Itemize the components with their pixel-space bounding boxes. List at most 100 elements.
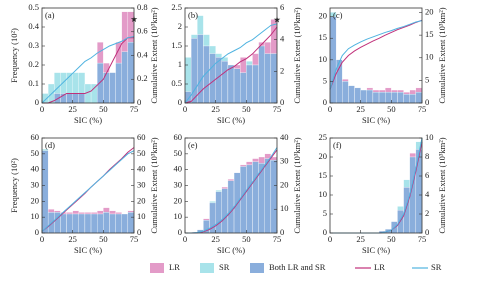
y-tick-label: 0	[35, 97, 39, 107]
extent-line	[41, 36, 135, 104]
y-tick-label: 30	[174, 179, 183, 189]
bar-both	[66, 213, 73, 234]
x-tick-label: 0	[40, 104, 44, 114]
x-axis-label: SIC (%)	[217, 245, 245, 255]
y-tick-label: 0	[323, 97, 327, 107]
y-tick-label: 5	[323, 208, 327, 218]
bar-both	[209, 53, 216, 104]
legend-label: SR	[219, 262, 230, 272]
x-tick-label: 75	[130, 104, 139, 114]
x-tick-label: 75	[418, 104, 427, 114]
x-axis-label: SIC (%)	[217, 115, 245, 125]
y-tick-label: 10	[319, 189, 328, 199]
y-tick-label: 60	[174, 132, 183, 142]
bar-both	[409, 94, 417, 104]
y-tick-label: 0	[178, 97, 182, 107]
y2-tick-label: 0	[280, 227, 284, 237]
legend-label: Both LR and SR	[269, 262, 326, 272]
bar-both	[84, 213, 92, 234]
bar-both	[197, 34, 204, 104]
y2-tick-label: 10	[280, 203, 289, 213]
y2-axis-label: Cumulative Extent (10³km²)	[149, 137, 159, 233]
y-tick-label: 40	[31, 164, 40, 174]
bar-both	[258, 45, 265, 104]
y2-tick-label: 10	[425, 132, 434, 142]
y-tick-label: 0.1	[28, 78, 39, 88]
y-tick-label: 15	[319, 170, 328, 180]
bar-both	[60, 213, 67, 234]
bar-both	[348, 85, 355, 104]
y2-tick-label: 10	[425, 52, 434, 62]
bar-both	[240, 166, 247, 234]
y2-tick-label: 0	[280, 97, 284, 107]
bar-both	[97, 62, 104, 104]
bar-both	[54, 93, 61, 104]
y-tick-label: 2	[178, 21, 182, 31]
y-tick-label: 0.5	[28, 2, 39, 12]
y-axis-label: Frequency (10²)	[9, 28, 19, 83]
bar-both	[227, 64, 235, 104]
legend-swatch	[200, 263, 214, 273]
bar-both	[90, 213, 98, 234]
legend-swatch	[150, 263, 164, 273]
bar-both	[78, 93, 86, 104]
y2-tick-label: 15	[425, 29, 434, 39]
bar-both	[403, 94, 410, 104]
legend-label: SR	[431, 262, 442, 272]
x-axis-label: SIC (%)	[74, 245, 102, 255]
legend-label: LR	[374, 262, 385, 272]
y2-tick-label: 6	[425, 170, 429, 180]
y-tick-label: 20	[319, 151, 328, 161]
x-tick-label: 50	[387, 234, 396, 244]
y2-tick-label: 5	[425, 74, 429, 84]
bar-both	[66, 93, 73, 104]
bar-both	[397, 210, 404, 234]
bar-sr	[90, 83, 98, 104]
extent-line	[41, 150, 135, 232]
bar-both	[221, 61, 229, 104]
x-tick-label: 50	[242, 234, 251, 244]
y2-tick-label: 20	[280, 179, 289, 189]
y-tick-label: 0.4	[28, 21, 39, 31]
x-tick-label: 75	[273, 234, 282, 244]
y2-tick-label: 0	[425, 97, 429, 107]
y-tick-label: 5	[323, 75, 327, 85]
bar-both	[372, 92, 380, 104]
y-tick-label: 15	[319, 32, 328, 42]
y2-tick-label: 0.8	[137, 2, 148, 12]
y2-axis-label: Cumulative Extent (10³km²)	[437, 7, 447, 103]
x-tick-label: 75	[273, 104, 282, 114]
y2-tick-label: 20	[425, 6, 434, 16]
y2-tick-label: 20	[137, 195, 146, 205]
y-tick-label: 0	[323, 227, 327, 237]
bar-both	[109, 213, 116, 234]
y-tick-label: 20	[174, 195, 183, 205]
bar-both	[72, 93, 79, 104]
bar-both	[246, 164, 253, 234]
bar-both	[391, 92, 398, 104]
bar-both	[78, 213, 86, 234]
bar-both	[264, 53, 272, 104]
panel-label: (f)	[333, 140, 342, 150]
bar-both	[252, 64, 259, 104]
bar-both	[115, 62, 122, 104]
x-tick-label: 25	[68, 104, 77, 114]
extent-line	[329, 19, 423, 90]
extent-line	[184, 23, 278, 104]
bar-both	[378, 92, 386, 104]
y-tick-label: 2.5	[171, 2, 182, 12]
x-tick-label: 0	[183, 234, 187, 244]
y-tick-label: 50	[174, 148, 183, 158]
y-tick-label: 25	[319, 132, 328, 142]
plot-frame	[184, 7, 278, 104]
panel-label: (c)	[333, 10, 343, 20]
y-tick-label: 10	[31, 211, 40, 221]
x-tick-label: 50	[242, 104, 251, 114]
y2-tick-label: 2	[280, 65, 284, 75]
bar-both	[415, 92, 423, 104]
y-tick-label: 50	[31, 148, 40, 158]
bar-both	[342, 81, 349, 104]
bar-both	[121, 213, 129, 234]
panel-label: (d)	[45, 140, 55, 150]
